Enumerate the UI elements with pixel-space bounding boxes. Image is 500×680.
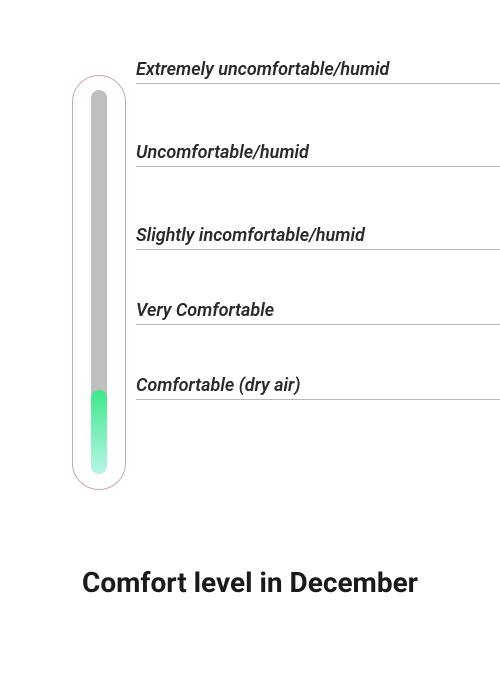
chart-title: Comfort level in December <box>0 565 500 600</box>
level-line <box>136 324 500 325</box>
thermometer-track <box>91 90 107 474</box>
level-line <box>136 83 500 84</box>
thermometer-fill <box>91 390 107 474</box>
comfort-gauge: Extremely uncomfortable/humid Uncomforta… <box>72 75 500 495</box>
level-line <box>136 249 500 250</box>
level-line <box>136 166 500 167</box>
level-label: Slightly incomfortable/humid <box>136 225 365 246</box>
level-label: Very Comfortable <box>136 300 274 321</box>
level-label: Extremely uncomfortable/humid <box>136 59 389 80</box>
level-line <box>136 399 500 400</box>
level-label: Comfortable (dry air) <box>136 375 300 396</box>
level-label: Uncomfortable/humid <box>136 142 309 163</box>
